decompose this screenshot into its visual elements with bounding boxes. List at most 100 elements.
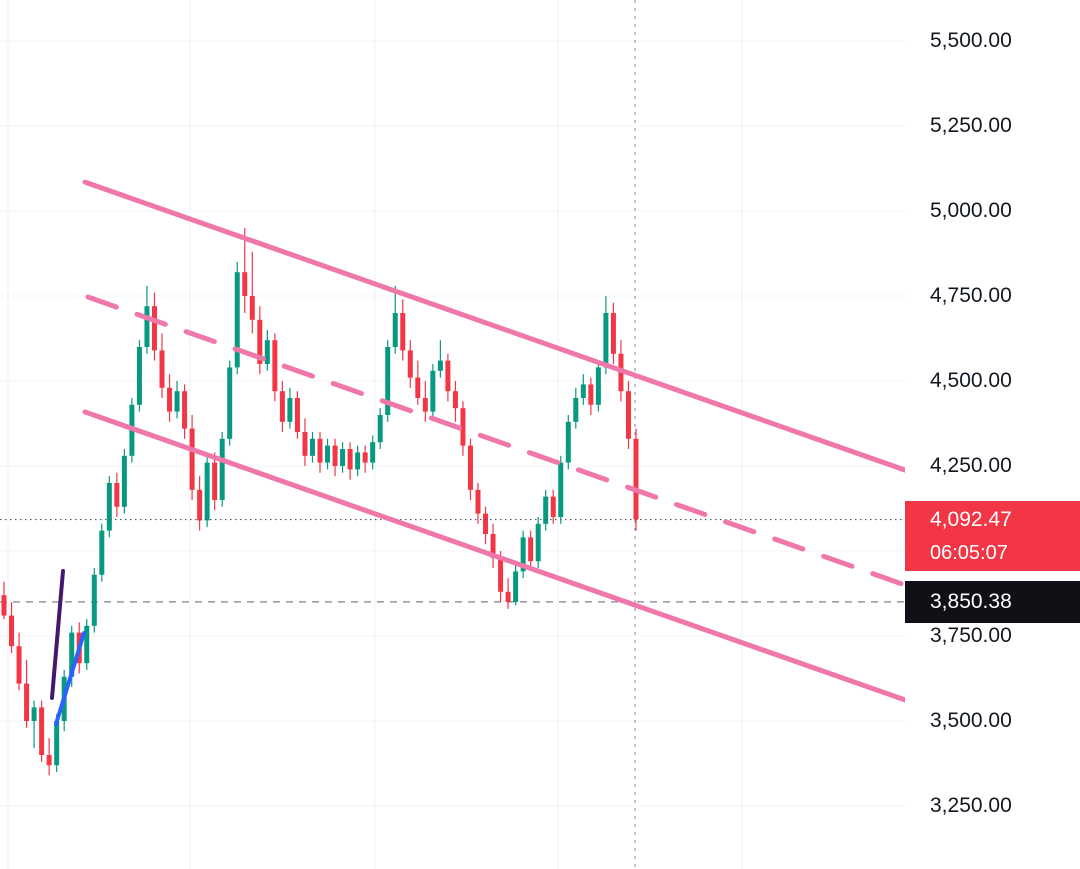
candle-body <box>182 391 188 429</box>
channel-line <box>82 179 905 473</box>
candle-body <box>475 489 481 514</box>
candle-body <box>167 387 173 412</box>
channel-midline <box>85 294 905 588</box>
candle-body <box>144 306 150 347</box>
blue-trendline <box>54 631 86 726</box>
candle-body <box>121 455 127 507</box>
candle-body <box>400 313 406 351</box>
candle-body <box>204 462 210 521</box>
candle-body <box>467 445 473 490</box>
candle-body <box>1 595 7 616</box>
candlestick-chart[interactable] <box>0 0 905 869</box>
price-tick-label: 4,750.00 <box>930 284 1012 307</box>
candle-body <box>106 483 112 531</box>
bar-countdown: 06:05:07 <box>930 542 1008 565</box>
candle-body <box>212 462 218 500</box>
candle-body <box>242 272 248 296</box>
candle-body <box>24 683 30 721</box>
candle-body <box>136 347 142 405</box>
candle-body <box>415 377 421 398</box>
candle-body <box>483 513 489 534</box>
candle-body <box>543 496 549 524</box>
candle-body <box>99 530 105 575</box>
candle-body <box>407 350 413 378</box>
candle-body <box>528 537 534 562</box>
candle-body <box>610 313 616 354</box>
candle-body <box>189 428 195 490</box>
candle-body <box>430 370 436 412</box>
candle-body <box>580 384 586 398</box>
candle-body <box>633 438 639 520</box>
candle-body <box>370 442 376 463</box>
candle-body <box>279 391 285 422</box>
candle-body <box>234 272 240 368</box>
candle-body <box>595 367 601 405</box>
candle-body <box>325 445 331 463</box>
candle-body <box>159 350 165 388</box>
candle-body <box>16 646 22 684</box>
candle-body <box>39 707 45 755</box>
candle-body <box>520 537 526 572</box>
candle-body <box>91 574 97 626</box>
candle-body <box>558 462 564 517</box>
candle-body <box>460 408 466 446</box>
candle-body <box>69 632 75 677</box>
current-price-badge: 4,092.47 06:05:07 <box>905 501 1080 572</box>
candle-body <box>588 384 594 405</box>
candle-body <box>114 483 120 507</box>
candle-body <box>151 306 157 351</box>
candle-body <box>385 347 391 415</box>
candle-body <box>355 452 361 470</box>
candle-body <box>197 489 203 521</box>
chart-canvas[interactable] <box>0 0 905 869</box>
candle-body <box>302 432 308 456</box>
candle-body <box>340 449 346 466</box>
price-tick-label: 5,500.00 <box>930 29 1012 52</box>
candle-body <box>287 398 293 422</box>
candle-body <box>84 625 90 664</box>
candle-body <box>309 438 315 456</box>
price-tick-label: 3,500.00 <box>930 709 1012 732</box>
price-tick-label: 3,250.00 <box>930 794 1012 817</box>
candle-body <box>603 313 609 368</box>
candle-body <box>625 391 631 439</box>
candle-body <box>9 615 15 647</box>
candle-body <box>422 398 428 412</box>
candle-body <box>264 340 270 364</box>
candle-body <box>452 391 458 409</box>
candle-body <box>377 415 383 443</box>
candle-body <box>535 523 541 562</box>
candle-body <box>249 296 255 320</box>
price-tick-label: 5,000.00 <box>930 199 1012 222</box>
current-price-value: 4,092.47 <box>930 508 1012 532</box>
candle-body <box>46 755 52 766</box>
candle-body <box>550 496 556 517</box>
candle-body <box>317 438 323 463</box>
price-axis[interactable]: 5,500.00 5,250.00 5,000.00 4,750.00 4,500.00… <box>905 0 1080 869</box>
candle-body <box>257 319 263 364</box>
candle-body <box>227 367 233 439</box>
level-price-badge: 3,850.38 <box>905 580 1080 623</box>
candle-body <box>31 707 37 721</box>
candle-body <box>513 571 519 602</box>
price-tick-label: 4,500.00 <box>930 369 1012 392</box>
candle-body <box>445 360 451 392</box>
candle-body <box>219 438 225 500</box>
candle-body <box>362 452 368 463</box>
candle-body <box>565 421 571 463</box>
channel-line <box>82 409 905 703</box>
level-price-value: 3,850.38 <box>930 589 1012 613</box>
candle-body <box>347 449 353 470</box>
price-tick-label: 3,750.00 <box>930 624 1012 647</box>
candle-body <box>294 398 300 432</box>
candle-body <box>272 340 278 392</box>
candle-body <box>505 591 511 602</box>
candle-body <box>332 445 338 466</box>
candle-body <box>490 534 496 558</box>
candle-body <box>392 313 398 347</box>
price-tick-label: 5,250.00 <box>930 114 1012 137</box>
purple-trendline <box>50 569 65 700</box>
candle-body <box>174 391 180 412</box>
candle-body <box>54 721 60 766</box>
